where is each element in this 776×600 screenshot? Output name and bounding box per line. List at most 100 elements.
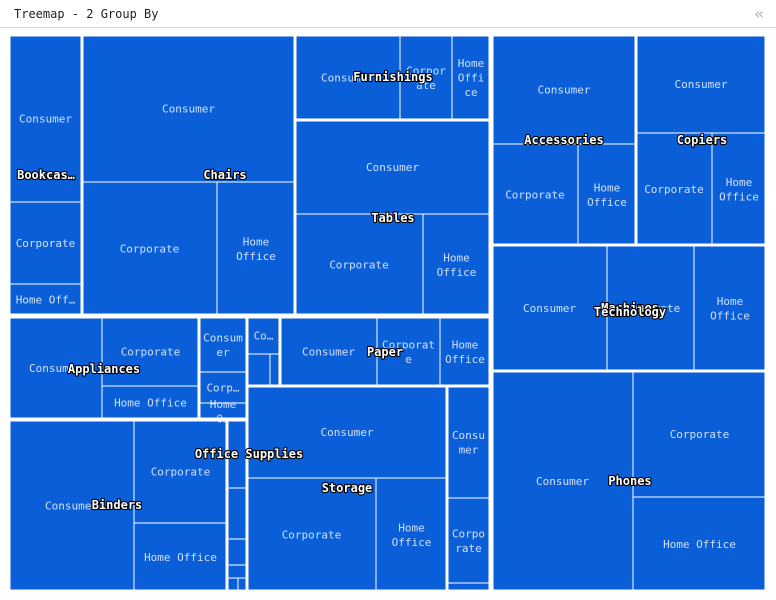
cell-label: Corporate — [505, 189, 565, 202]
treemap-cell-appliances-home-office[interactable] — [101, 385, 200, 420]
cell-label: Consumer — [162, 103, 215, 116]
subgroup-fasteners — [225, 418, 249, 593]
cell-label: Corporate — [329, 259, 389, 272]
subgroup-labels: Co… — [245, 315, 282, 388]
subgroup-storage: Consumer Corporate Home Office — [245, 384, 449, 593]
treemap-cell-envelopes-consumer[interactable] — [198, 316, 248, 373]
treemap-cell-paper-corporate[interactable] — [376, 316, 441, 387]
cell-label: Corporate — [644, 183, 704, 196]
treemap-cell-fasteners-other[interactable] — [226, 564, 248, 579]
treemap-cell-envelopes-corporate[interactable] — [198, 371, 248, 404]
subgroup-label-chairs: Chairs — [203, 168, 246, 182]
subgroup-accessories: Consumer Corporate Home Office — [490, 33, 638, 247]
group-frame — [7, 33, 492, 317]
treemap-cell-accessories-home-office[interactable] — [577, 143, 637, 246]
treemap-cell-phones-home-office[interactable] — [632, 496, 767, 592]
cell-label: Home Office — [144, 551, 217, 564]
cell-label: Consumer — [523, 302, 576, 315]
cell-label: Consumer — [366, 161, 419, 174]
cell-label: Consumer — [321, 426, 374, 439]
group-technology: Consumer Corporate Home Office Consumer Corpo… — [490, 33, 768, 593]
treemap-cell-copiers-consumer[interactable] — [635, 34, 767, 134]
cell-label: Consumer — [321, 72, 374, 85]
subgroup-label-binders: Binders — [92, 498, 143, 512]
treemap-cell-fasteners-other[interactable] — [226, 577, 239, 592]
subgroup-label-furnishings: Furnishings — [353, 70, 432, 84]
treemap-cell-fasteners-corporate[interactable] — [226, 487, 248, 540]
subgroup-bookcases: Consumer Corporate Home Off… — [7, 33, 84, 317]
treemap-cell-chairs-corporate[interactable] — [81, 181, 218, 316]
treemap-cell-art-corporate[interactable] — [446, 497, 491, 584]
treemap-cell-storage-corporate[interactable] — [246, 477, 377, 592]
subgroup-label-phones: Phones — [608, 474, 651, 488]
treemap-cell-appliances-corporate[interactable] — [101, 316, 200, 387]
treemap-cell-chairs-consumer[interactable] — [81, 34, 296, 183]
treemap-labels: Bookcas… Chairs Furnishings Tables Appliance… — [16, 69, 728, 513]
cell-label: Corporate — [16, 237, 76, 250]
treemap-cell-furnishings-corporate[interactable] — [399, 34, 453, 121]
treemap-cell-accessories-corporate[interactable] — [491, 143, 579, 246]
treemap-cell-machines-corporate[interactable] — [606, 244, 695, 372]
treemap-cell-binders-home-office[interactable] — [133, 522, 228, 592]
group-furniture: Consumer Corporate Home Off… Consumer Corpor… — [7, 33, 492, 317]
treemap-cell-fasteners-home-office[interactable] — [226, 538, 248, 566]
group-frame — [7, 315, 492, 593]
cell-label: Home Office — [663, 538, 736, 551]
treemap-cell-accessories-consumer[interactable] — [491, 34, 637, 145]
cell-label: Consumer — [538, 84, 591, 97]
cell-label: Corporate — [670, 428, 730, 441]
chart-title: Treemap - 2 Group By — [14, 7, 159, 21]
treemap-cell-machines-home-office[interactable] — [693, 244, 767, 372]
subgroup-art: Consu mer Corpo rate — [445, 384, 492, 593]
cell-label: Consumer — [45, 500, 98, 513]
treemap-cell-tables-home-office[interactable] — [422, 213, 491, 316]
subgroup-label-machines: Machines — [601, 301, 659, 315]
cell-label: Consumer — [536, 475, 589, 488]
cell-label: Corporate — [120, 243, 180, 256]
group-office-supplies: Consumer Corporate Home Office Consumer Corp… — [7, 315, 492, 593]
subgroup-paper: Consumer Corporat e Home Office — [278, 315, 492, 388]
treemap-cell-phones-consumer[interactable] — [491, 370, 634, 592]
subgroup-label-storage: Storage — [322, 481, 373, 495]
treemap-cell-phones-corporate[interactable] — [632, 370, 767, 498]
treemap-cell-paper-home-office[interactable] — [439, 316, 491, 387]
treemap-cell-machines-consumer[interactable] — [491, 244, 608, 372]
treemap-cell-chairs-home-office[interactable] — [216, 181, 296, 316]
treemap-cell-storage-home-office[interactable] — [375, 477, 448, 592]
treemap-cell-paper-consumer[interactable] — [279, 316, 378, 387]
subgroup-machines: Consumer Corporate Home Office — [490, 243, 768, 373]
cell-label: Corp… — [206, 382, 239, 395]
treemap-cell-appliances-consumer[interactable] — [8, 316, 103, 420]
subgroup-tables: Consumer Corporate Home Office — [293, 118, 492, 317]
treemap-cell-labels-corporate[interactable] — [246, 353, 271, 387]
treemap-cell-binders-corporate[interactable] — [133, 419, 228, 524]
subgroup-appliances: Consumer Corporate Home Office — [7, 315, 201, 421]
subgroup-label-accessories: Accessories — [524, 133, 603, 147]
cell-label: Corporate — [151, 466, 211, 479]
treemap-cell-copiers-corporate[interactable] — [635, 132, 713, 246]
group-label-technology: Technology — [594, 305, 666, 319]
treemap-cell-copiers-home-office[interactable] — [711, 132, 767, 246]
treemap-cell-art-consumer[interactable] — [446, 385, 491, 499]
double-chevron-left-icon[interactable]: « — [754, 4, 764, 23]
cell-label: Consumer — [302, 346, 355, 359]
treemap-cell-tables-corporate[interactable] — [294, 213, 424, 316]
cell-label: Consumer — [19, 113, 72, 126]
cell-label: Consumer — [29, 362, 82, 375]
subgroup-label-bookcases: Bookcas… — [17, 168, 75, 182]
cell-label: Corporate — [621, 302, 681, 315]
cell-label: Corporate — [121, 346, 181, 359]
